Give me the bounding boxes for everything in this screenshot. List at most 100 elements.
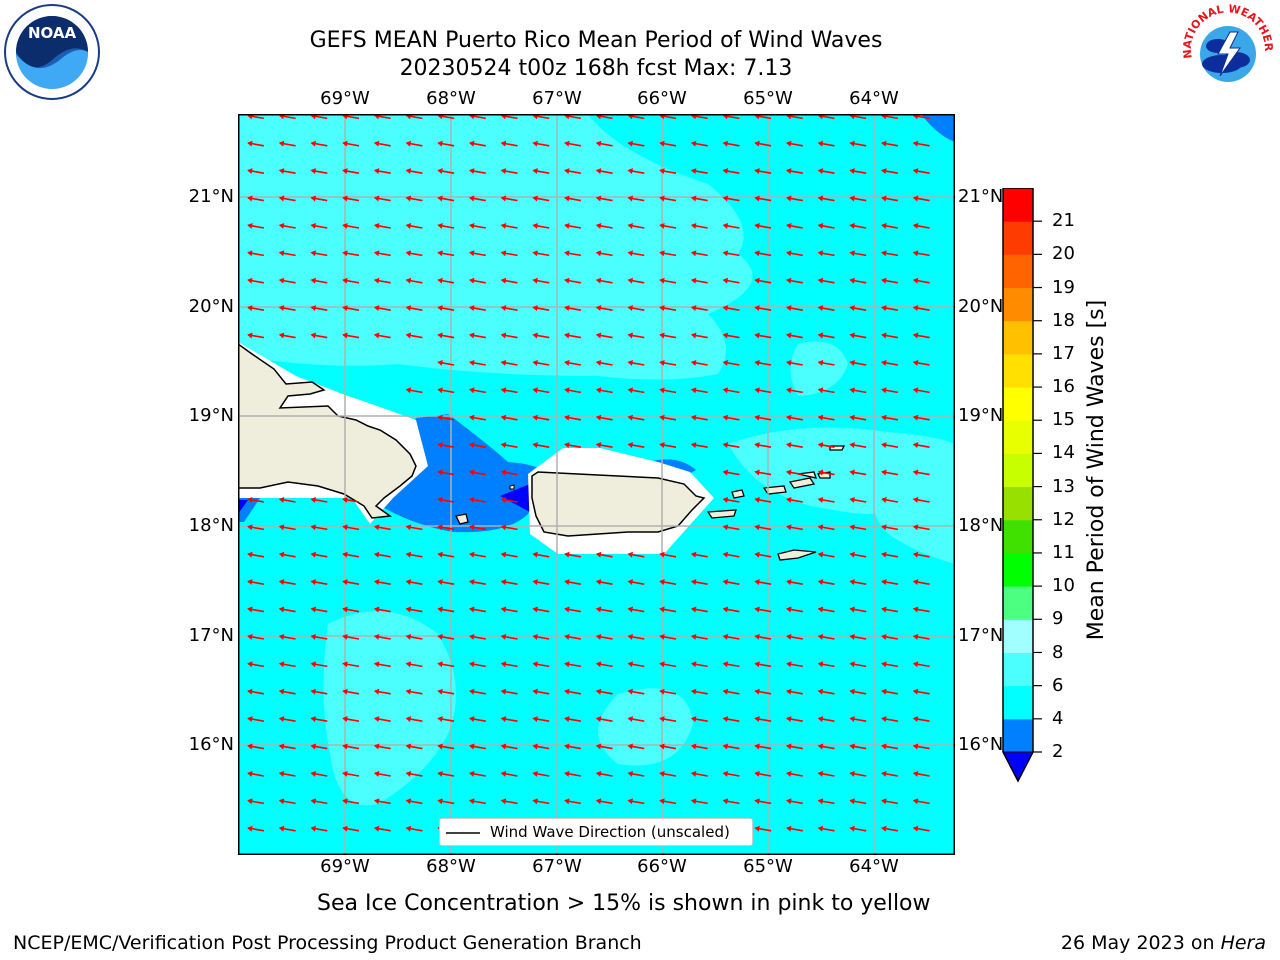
wind-wave-arrow — [849, 661, 867, 668]
colorbar-tick-label: 20 — [1052, 243, 1075, 265]
colorbar-tick-label: 2 — [1052, 741, 1064, 762]
wind-wave-arrow — [564, 250, 582, 257]
wind-wave-arrow — [500, 743, 518, 750]
wind-wave-arrow — [722, 305, 740, 312]
wind-wave-arrow — [849, 551, 867, 558]
colorbar-tick-label: 21 — [1052, 210, 1075, 232]
wind-wave-arrow — [690, 633, 708, 640]
land-st-croix — [777, 549, 817, 561]
wind-wave-arrow — [310, 496, 328, 503]
lat-label-right-17n: 17°N — [958, 625, 1004, 646]
colorbar-band — [1003, 254, 1033, 289]
wind-wave-arrow — [849, 606, 867, 613]
wind-wave-arrow — [881, 222, 899, 229]
wind-wave-arrow — [437, 798, 455, 805]
wind-wave-arrow — [817, 579, 835, 586]
wind-wave-arrow — [564, 442, 582, 449]
wind-wave-arrow — [564, 387, 582, 394]
wind-wave-arrow — [532, 633, 550, 640]
wind-wave-arrow — [786, 716, 803, 723]
wind-wave-arrow — [405, 633, 423, 640]
wind-wave-arrow — [437, 606, 455, 613]
wind-wave-arrow — [849, 469, 867, 476]
wind-wave-arrow — [405, 524, 423, 531]
wind-wave-arrow — [849, 414, 867, 421]
wind-wave-arrow — [659, 770, 677, 777]
wind-wave-arrow — [627, 222, 645, 229]
wind-wave-arrow — [500, 168, 518, 175]
wind-wave-arrow — [754, 633, 772, 640]
wind-wave-arrow — [849, 743, 867, 750]
wind-wave-arrow — [722, 798, 740, 805]
wind-wave-arrow — [786, 606, 803, 613]
wind-wave-arrow — [469, 524, 486, 531]
wind-wave-arrow — [500, 688, 518, 695]
wind-wave-arrow — [500, 250, 518, 257]
wind-wave-arrow — [659, 414, 677, 421]
wind-wave-arrow — [310, 633, 328, 640]
wind-wave-arrow — [754, 579, 772, 586]
wind-wave-arrow — [881, 551, 899, 558]
wind-wave-arrow — [786, 688, 803, 695]
wind-wave-arrow — [247, 606, 265, 613]
lon-label-top-67w: 67°W — [532, 88, 582, 109]
wind-wave-arrow — [849, 195, 867, 202]
wind-wave-arrow — [881, 496, 899, 503]
wind-wave-arrow — [437, 277, 455, 284]
wind-wave-arrow — [627, 551, 645, 558]
wind-wave-arrow — [373, 798, 391, 805]
wind-wave-arrow — [247, 633, 265, 640]
wind-wave-arrow — [532, 743, 550, 750]
chart-title: GEFS MEAN Puerto Rico Mean Period of Win… — [0, 27, 1192, 83]
wind-wave-arrow — [310, 524, 328, 531]
lon-label-top-64w: 64°W — [849, 88, 899, 109]
lat-label-right-20n: 20°N — [958, 296, 1004, 317]
wind-wave-arrow — [310, 716, 328, 723]
wind-wave-arrow — [595, 770, 613, 777]
land-puerto-rico — [531, 471, 706, 537]
wind-wave-arrow — [754, 496, 772, 503]
wind-wave-arrow — [912, 359, 930, 366]
wind-wave-arrow — [817, 387, 835, 394]
wind-wave-arrow — [722, 496, 740, 503]
wind-wave-arrow — [595, 551, 613, 558]
wind-wave-arrow — [912, 633, 930, 640]
wind-wave-arrow — [817, 633, 835, 640]
wind-wave-arrow — [469, 770, 486, 777]
wind-wave-arrow — [722, 277, 740, 284]
wind-wave-arrow — [881, 305, 899, 312]
wind-wave-arrow — [690, 606, 708, 613]
wind-wave-arrow — [659, 688, 677, 695]
wind-wave-arrow — [500, 195, 518, 202]
wind-wave-arrow — [500, 661, 518, 668]
wind-wave-arrow — [373, 716, 391, 723]
wind-wave-arrow — [786, 277, 803, 284]
land-mona-island — [455, 513, 469, 525]
wind-wave-arrow — [373, 140, 391, 147]
lon-label-top-69w: 69°W — [320, 88, 370, 109]
wind-wave-arrow — [595, 743, 613, 750]
wind-wave-arrow — [437, 140, 455, 147]
wind-wave-arrow — [247, 277, 265, 284]
wind-wave-arrow — [342, 770, 360, 777]
wind-wave-arrow — [310, 332, 328, 339]
wind-wave-arrow — [247, 661, 265, 668]
wind-wave-arrow — [564, 743, 582, 750]
wind-wave-arrow — [564, 798, 582, 805]
wind-wave-arrow — [627, 606, 645, 613]
wind-wave-arrow — [786, 743, 803, 750]
wind-wave-arrow — [659, 387, 677, 394]
wind-wave-arrow — [310, 305, 328, 312]
wind-wave-arrow — [532, 332, 550, 339]
wind-wave-arrow — [881, 688, 899, 695]
wind-wave-arrow — [342, 140, 360, 147]
wind-wave-arrow — [342, 222, 360, 229]
wind-wave-arrow — [817, 743, 835, 750]
wind-wave-arrow — [564, 770, 582, 777]
land-virgin-islands-2 — [788, 477, 816, 489]
wind-wave-arrow — [437, 250, 455, 257]
wind-wave-arrow — [310, 798, 328, 805]
wind-wave-arrow — [342, 661, 360, 668]
wind-wave-arrow — [469, 305, 486, 312]
wind-wave-arrow — [469, 716, 486, 723]
